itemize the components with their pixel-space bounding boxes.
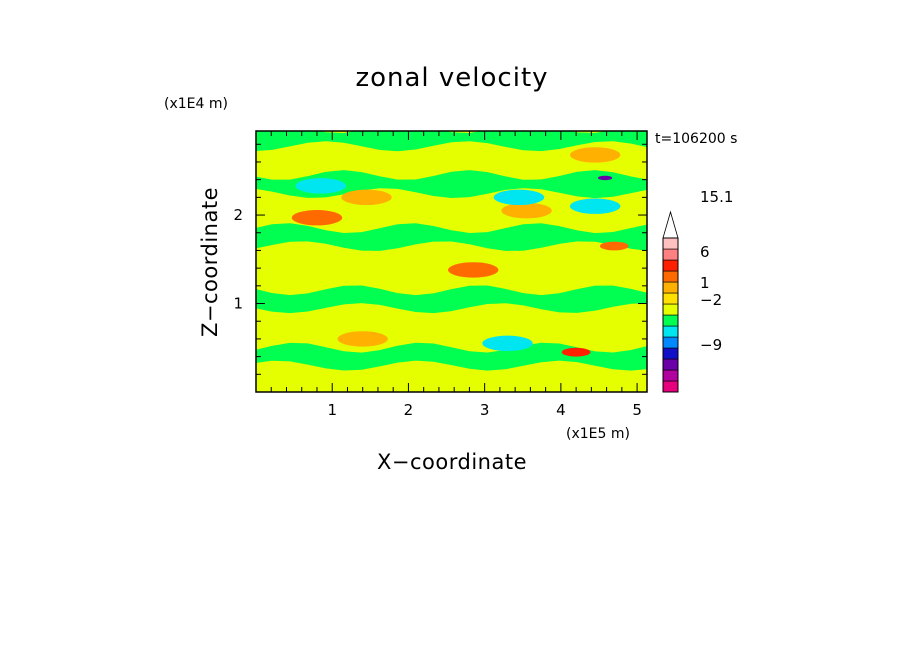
colorbar-label: 1 (700, 274, 710, 292)
velocity-cell (599, 241, 629, 251)
velocity-cell (561, 347, 591, 357)
colorbar-swatch (662, 380, 679, 393)
velocity-cell (569, 198, 621, 214)
colorbar-label: −2 (700, 291, 722, 309)
velocity-cell (448, 262, 499, 278)
colorbar-swatch (662, 248, 679, 261)
velocity-cell (569, 147, 621, 163)
y-tick-label: 2 (233, 206, 243, 224)
velocity-band (256, 342, 647, 371)
colorbar-swatch (662, 336, 679, 349)
colorbar-label: 6 (700, 243, 710, 261)
colorbar-swatch (662, 259, 679, 272)
velocity-band (256, 131, 647, 152)
colorbar-swatch (662, 281, 679, 294)
y-unit-label: (x1E4 m) (164, 96, 228, 112)
x-axis-label: X−coordinate (377, 450, 527, 474)
time-label: t=106200 s (655, 131, 737, 147)
colorbar-label: 15.1 (700, 188, 733, 206)
x-tick-label: 3 (480, 401, 490, 419)
colorbar: 15.1 6 1−2 −9 (662, 188, 733, 393)
velocity-cell (337, 331, 388, 347)
plot-border (255, 130, 648, 393)
velocity-cell (341, 189, 392, 206)
colorbar-swatch (662, 347, 679, 360)
velocity-band (256, 223, 647, 251)
plot-frame (255, 130, 648, 393)
velocity-band (256, 285, 647, 314)
colorbar-max-arrow (662, 210, 679, 239)
x-unit-label: (x1E5 m) (566, 426, 630, 442)
velocity-band (256, 249, 647, 278)
y-axis-label: Z−coordinate (198, 187, 222, 337)
colorbar-swatch (662, 325, 679, 338)
velocity-cell (295, 178, 346, 194)
velocity-band (256, 367, 647, 392)
y-tick-label: 1 (233, 295, 243, 313)
velocity-cell (291, 210, 343, 226)
colorbar-swatch (662, 292, 679, 305)
colorbar-swatch (662, 237, 679, 250)
x-axis-ticks: 1 2 3 4 5 (327, 401, 641, 419)
y-axis-ticks: 12 (233, 206, 243, 312)
velocity-cell (482, 335, 533, 352)
x-tick-label: 1 (327, 401, 337, 419)
x-tick-label: 5 (632, 401, 642, 419)
velocity-cell (501, 202, 552, 219)
velocity-cell (493, 189, 545, 206)
velocity-band (256, 143, 647, 172)
velocity-cell (597, 175, 613, 181)
colorbar-swatch (662, 369, 679, 382)
colorbar-swatch (662, 270, 679, 283)
colorbar-border (662, 237, 679, 393)
velocity-field (256, 131, 647, 392)
chart-title: zonal velocity (355, 63, 548, 93)
colorbar-label: −9 (700, 336, 722, 354)
x-tick-label: 2 (404, 401, 414, 419)
colorbar-swatch (662, 303, 679, 316)
x-tick-label: 4 (556, 401, 566, 419)
colorbar-swatch (662, 358, 679, 371)
colorbar-swatch (662, 314, 679, 327)
